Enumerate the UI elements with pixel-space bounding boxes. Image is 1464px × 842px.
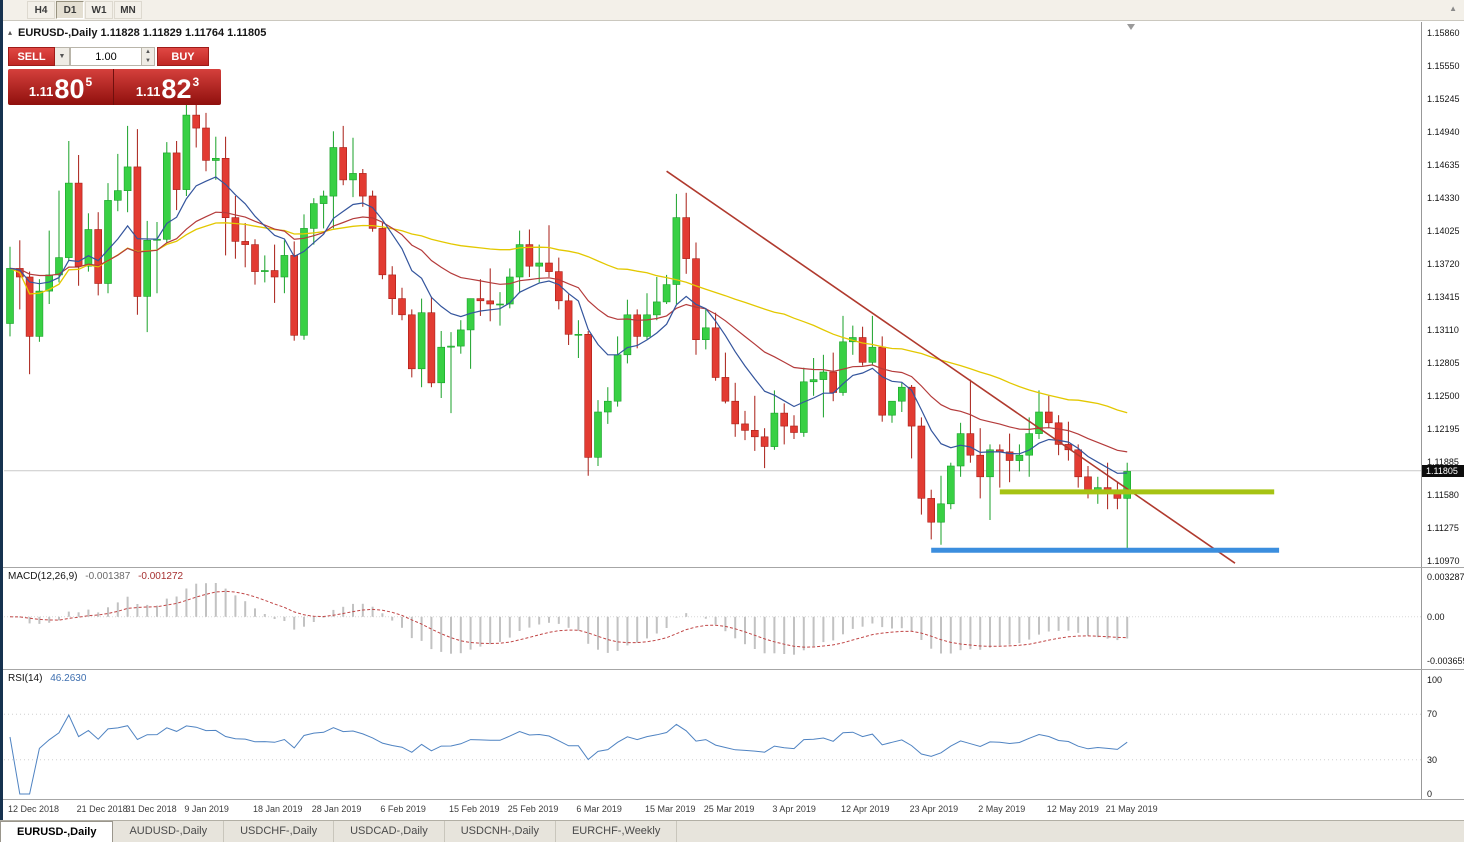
date-axis-label: 23 Apr 2019	[909, 804, 959, 814]
timeframe-toolbar: H4 D1 W1 MN ▲	[3, 0, 1464, 21]
rsi-scale-label: 70	[1427, 709, 1438, 720]
volume-input[interactable]	[70, 47, 142, 66]
price-scale-label: 1.14025	[1427, 226, 1460, 237]
price-scale-label: 1.12500	[1427, 390, 1460, 401]
macd-signal-value: -0.001272	[138, 571, 184, 582]
sell-price-big-digits: 80	[54, 74, 85, 104]
macd-main-value: -0.001387	[85, 571, 131, 582]
chart-tab-eurusd-daily[interactable]: EURUSD-,Daily	[0, 821, 114, 842]
date-axis-label: 21 Dec 2018	[76, 804, 128, 814]
rsi-value: 46.2630	[50, 673, 87, 684]
chart-shift-marker-icon[interactable]	[1127, 24, 1135, 30]
window-left-border	[0, 0, 3, 820]
macd-indicator-label: MACD(12,26,9) -0.001387 -0.001272	[8, 571, 183, 582]
chart-tab-usdchf-daily[interactable]: USDCHF-,Daily	[224, 821, 335, 842]
price-scale-label: 1.11580	[1427, 490, 1459, 501]
date-axis-label: 6 Mar 2019	[576, 804, 622, 814]
sell-price-tile[interactable]: 1.11 80 5	[8, 69, 114, 105]
macd-scale-label: 0.003287	[1427, 572, 1464, 582]
timeframe-button-mn[interactable]: MN	[114, 1, 142, 19]
date-axis-label: 15 Mar 2019	[645, 804, 696, 814]
date-axis-label: 15 Feb 2019	[449, 804, 500, 814]
bid-price-tag: 1.11805	[1422, 464, 1464, 477]
price-scale-label: 1.13415	[1427, 292, 1460, 302]
volume-stepper: ▲ ▼	[142, 47, 155, 66]
trade-controls-row: SELL ▼ ▲ ▼ BUY	[8, 47, 224, 66]
timeframe-button-d1[interactable]: D1	[56, 1, 84, 19]
date-axis-label: 31 Dec 2018	[125, 804, 177, 814]
chart-collapse-icon[interactable]: ▴	[8, 28, 13, 37]
date-axis-label: 3 Apr 2019	[772, 804, 816, 814]
macd-indicator-plot[interactable]	[4, 568, 1421, 669]
rsi-scale-label: 0	[1427, 789, 1433, 799]
sell-button[interactable]: SELL	[8, 47, 55, 66]
macd-scale-label: -0.003659	[1427, 656, 1464, 666]
volume-preset-dropdown-icon[interactable]: ▼	[55, 47, 70, 66]
date-axis-label: 2 May 2019	[978, 804, 1026, 814]
sell-price-pip-digit: 5	[85, 75, 93, 89]
panel-separator[interactable]	[0, 567, 1464, 568]
rsi-scale-label: 100	[1427, 675, 1443, 685]
price-scale-label: 1.11885	[1427, 457, 1459, 468]
volume-up-icon[interactable]: ▲	[145, 49, 151, 55]
price-scale-label: 1.11275	[1427, 523, 1459, 534]
rsi-scale-label: 30	[1427, 754, 1438, 765]
toolbar-scroll-up-icon[interactable]: ▲	[1449, 4, 1457, 13]
price-scale-label: 1.15550	[1427, 61, 1460, 72]
chart-symbol-period: EURUSD-,Daily	[18, 27, 98, 39]
date-axis-label: 12 Dec 2018	[8, 804, 60, 814]
price-scale-label: 1.12805	[1427, 357, 1460, 368]
date-axis-label: 9 Jan 2019	[184, 804, 229, 814]
buy-price-big-digits: 82	[161, 74, 192, 104]
sell-price-prefix: 1.11	[28, 84, 54, 99]
date-axis-label: 18 Jan 2019	[253, 804, 303, 814]
chart-tab-audusd-daily[interactable]: AUDUSD-,Daily	[113, 821, 225, 842]
chart-title: EURUSD-,Daily 1.11828 1.11829 1.11764 1.…	[18, 27, 266, 39]
price-scale-label: 1.15860	[1427, 28, 1460, 38]
macd-label-text: MACD(12,26,9)	[8, 571, 78, 582]
date-axis-label: 21 May 2019	[1105, 804, 1158, 814]
rsi-indicator-label: RSI(14) 46.2630	[8, 673, 86, 684]
chart-tab-eurchf-weekly[interactable]: EURCHF-,Weekly	[556, 821, 678, 842]
one-click-trading-panel: SELL ▼ ▲ ▼ BUY 1.11 80 5 1.11 82 3	[8, 47, 224, 105]
rsi-label-text: RSI(14)	[8, 673, 43, 684]
chart-ohlc-values: 1.11828 1.11829 1.11764 1.11805	[100, 27, 267, 39]
timeframe-button-h4[interactable]: H4	[27, 1, 55, 19]
chart-tab-usdcad-daily[interactable]: USDCAD-,Daily	[334, 821, 445, 842]
price-scale-label: 1.15245	[1427, 94, 1460, 105]
chart-tab-usdcnh-daily[interactable]: USDCNH-,Daily	[445, 821, 556, 842]
price-scale-label: 1.14330	[1427, 193, 1460, 204]
price-scale-label: 1.13110	[1427, 324, 1459, 335]
price-scale-label: 1.12195	[1427, 423, 1460, 434]
date-axis-label: 25 Mar 2019	[703, 804, 755, 814]
main-chart-plot[interactable]	[4, 22, 1421, 567]
price-scale-label: 1.10970	[1427, 556, 1460, 566]
chart-tabs-bar: EURUSD-,Daily AUDUSD-,Daily USDCHF-,Daily U…	[0, 820, 1464, 842]
volume-down-icon[interactable]: ▼	[145, 58, 151, 64]
price-scale-label: 1.13720	[1427, 259, 1460, 270]
date-axis-label: 25 Feb 2019	[507, 804, 559, 814]
rsi-indicator-plot[interactable]	[4, 670, 1421, 799]
panel-separator	[0, 799, 1464, 800]
buy-price-tile[interactable]: 1.11 82 3	[114, 69, 221, 105]
buy-price-prefix: 1.11	[135, 84, 161, 99]
timeframe-button-w1[interactable]: W1	[85, 1, 113, 19]
buy-button[interactable]: BUY	[157, 47, 209, 66]
date-axis-label: 28 Jan 2019	[311, 804, 362, 814]
date-axis-label: 12 Apr 2019	[841, 804, 890, 814]
panel-separator[interactable]	[0, 669, 1464, 670]
date-axis-label: 6 Feb 2019	[380, 804, 426, 814]
price-scale-label: 1.14940	[1427, 127, 1460, 138]
timeframe-buttons: H4 D1 W1 MN	[27, 1, 143, 19]
date-axis-label: 12 May 2019	[1046, 804, 1099, 814]
date-axis[interactable]: 12 Dec 2018 21 Dec 2018 31 Dec 2018 9 Jan 2…	[4, 800, 1421, 818]
buy-price-pip-digit: 3	[192, 75, 200, 89]
macd-scale-label: 0.00	[1427, 611, 1445, 622]
price-scale-label: 1.14635	[1427, 160, 1460, 171]
trade-price-tiles: 1.11 80 5 1.11 82 3	[8, 69, 224, 105]
